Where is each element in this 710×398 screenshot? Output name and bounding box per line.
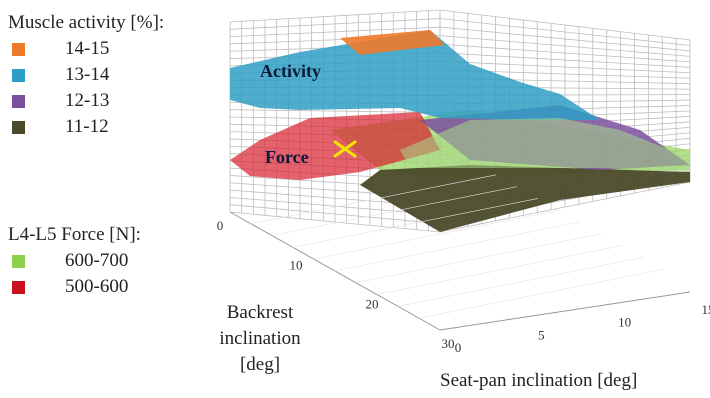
legend-force-label: 500-600 [65,274,128,300]
legend-force-entry: 600-700 [8,248,141,274]
x-tick-label: 10 [618,315,631,330]
x-tick-label: 5 [538,327,545,342]
y-axis-label-line: inclination [205,326,315,352]
y-axis-label-line: [deg] [205,352,315,378]
floor-grid-line [335,222,580,271]
activity-annotation: Activity [260,61,321,81]
floor-grid-line [377,246,622,295]
y-axis-label-line: Backrest [205,300,315,326]
legend-activity-swatch [12,43,25,56]
floor-grid-line [398,257,643,306]
legend-activity-swatch [12,95,25,108]
legend-activity-title: Muscle activity [%]: [8,10,164,36]
legend-force-swatch [12,255,25,268]
legend-force-title: L4-L5 Force [N]: [8,222,141,248]
x-axis-label: Seat-pan inclination [deg] [440,368,710,394]
x-tick-label: 15 [702,302,710,317]
legend-force-label: 600-700 [65,248,128,274]
legend-force-swatch [12,281,25,294]
legend-activity-label: 11-12 [65,114,109,140]
floor-edge [440,292,690,330]
legend-activity-swatch [12,121,25,134]
floor-grid-line [356,234,601,283]
legend-activity-swatch [12,69,25,82]
y-tick-label: 20 [366,297,379,312]
floor-grid-line [419,269,664,318]
legend-activity-entry: 13-14 [8,62,164,88]
legend-activity-entry: 14-15 [8,36,164,62]
legend-activity-entry: 12-13 [8,88,164,114]
y-tick-label: 30 [442,336,455,351]
legend-activity-label: 13-14 [65,62,109,88]
legend-activity-label: 14-15 [65,36,109,62]
legend-activity-label: 12-13 [65,88,109,114]
y-tick-label: 10 [290,257,303,272]
legend-force-entry: 500-600 [8,274,141,300]
force-annotation: Force [265,147,309,167]
y-tick-label: 0 [217,218,224,233]
activity-surface-dark [360,165,690,232]
x-tick-label: 0 [455,340,462,355]
legend-activity-entry: 11-12 [8,114,164,140]
